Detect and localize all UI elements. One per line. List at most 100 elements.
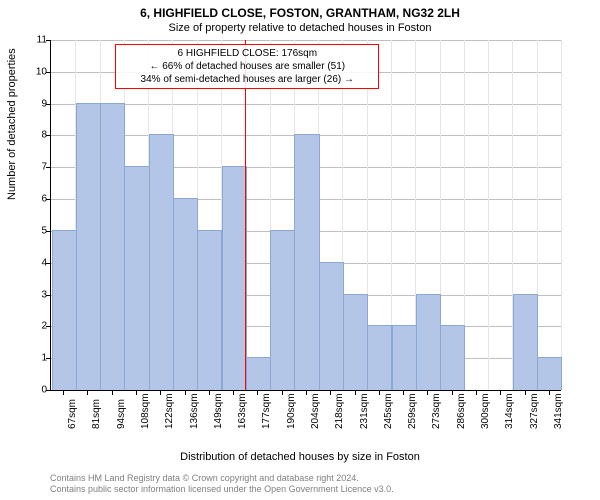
x-tick-label: 108sqm [140,393,151,429]
plot-area: 0123456789101167sqm81sqm94sqm108sqm122sq… [50,40,561,391]
x-tick-label: 300sqm [480,393,491,429]
bar [246,357,271,390]
y-tick-mark [46,135,51,136]
x-tick-label: 67sqm [67,399,78,429]
x-tick-mark [112,390,113,395]
x-tick-label: 286sqm [456,393,467,429]
x-tick-mark [87,390,88,395]
x-tick-mark [282,390,283,395]
bar [197,230,222,390]
bar [173,198,198,390]
x-tick-label: 149sqm [213,393,224,429]
y-tick-mark [46,199,51,200]
y-tick-mark [46,358,51,359]
x-tick-mark [500,390,501,395]
x-tick-label: 231sqm [359,393,370,429]
bar [440,325,465,390]
y-tick-label: 9 [23,98,47,109]
bar [76,103,101,390]
y-tick-label: 11 [23,35,47,46]
x-tick-label: 190sqm [286,393,297,429]
x-tick-mark [330,390,331,395]
x-tick-mark [306,390,307,395]
x-tick-label: 163sqm [237,393,248,429]
x-tick-label: 204sqm [310,393,321,429]
y-tick-label: 1 [23,353,47,364]
x-tick-label: 341sqm [553,393,564,429]
x-tick-mark [525,390,526,395]
annotation-line3: 34% of semi-detached houses are larger (… [141,74,354,85]
gridline-vertical [488,40,489,390]
bar [270,230,295,390]
y-tick-mark [46,295,51,296]
x-tick-mark [136,390,137,395]
x-tick-label: 81sqm [91,399,102,429]
x-axis-label: Distribution of detached houses by size … [0,451,600,463]
bar [124,166,149,390]
y-tick-mark [46,263,51,264]
x-tick-label: 94sqm [116,399,127,429]
x-tick-mark [185,390,186,395]
x-tick-mark [427,390,428,395]
annotation-line1: 6 HIGHFIELD CLOSE: 176sqm [178,48,318,59]
x-tick-mark [160,390,161,395]
bar [222,166,247,390]
x-tick-mark [476,390,477,395]
y-tick-mark [46,167,51,168]
gridline-vertical [561,40,562,390]
x-tick-label: 327sqm [529,393,540,429]
x-tick-mark [63,390,64,395]
bar [343,294,368,390]
bar [294,134,319,390]
bar [100,103,125,390]
x-tick-mark [257,390,258,395]
y-tick-label: 10 [23,66,47,77]
x-tick-label: 136sqm [189,393,200,429]
bar [416,294,441,390]
x-tick-mark [379,390,380,395]
y-tick-label: 3 [23,289,47,300]
x-tick-mark [355,390,356,395]
y-tick-mark [46,390,51,391]
x-tick-label: 314sqm [504,393,515,429]
x-tick-mark [233,390,234,395]
footer-line2: Contains public sector information licen… [50,484,394,494]
chart-subtitle: Size of property relative to detached ho… [0,22,600,34]
y-axis-label: Number of detached properties [6,48,18,200]
x-tick-mark [452,390,453,395]
bar [367,325,392,390]
y-tick-label: 5 [23,225,47,236]
x-tick-label: 273sqm [431,393,442,429]
bar [392,325,417,390]
x-tick-label: 177sqm [261,393,272,429]
gridline-horizontal [51,40,561,41]
bar [319,262,344,390]
y-tick-mark [46,40,51,41]
marker-line [245,40,246,390]
y-tick-mark [46,72,51,73]
annotation-box: 6 HIGHFIELD CLOSE: 176sqm ← 66% of detach… [115,44,379,89]
y-tick-label: 7 [23,162,47,173]
y-tick-label: 0 [23,385,47,396]
y-tick-label: 8 [23,130,47,141]
x-tick-label: 218sqm [334,393,345,429]
bar [149,134,174,390]
x-tick-label: 245sqm [383,393,394,429]
y-tick-mark [46,104,51,105]
y-tick-mark [46,231,51,232]
x-tick-label: 122sqm [164,393,175,429]
chart-title: 6, HIGHFIELD CLOSE, FOSTON, GRANTHAM, NG… [0,6,600,20]
bar [513,294,538,390]
y-tick-label: 2 [23,321,47,332]
x-tick-mark [209,390,210,395]
x-tick-label: 259sqm [407,393,418,429]
x-tick-mark [549,390,550,395]
y-tick-label: 6 [23,194,47,205]
bar [52,230,77,390]
x-tick-mark [403,390,404,395]
footer-line1: Contains HM Land Registry data © Crown c… [50,473,359,483]
annotation-line2: ← 66% of detached houses are smaller (51… [149,61,345,72]
gridline-horizontal [51,104,561,105]
y-tick-label: 4 [23,257,47,268]
y-tick-mark [46,326,51,327]
